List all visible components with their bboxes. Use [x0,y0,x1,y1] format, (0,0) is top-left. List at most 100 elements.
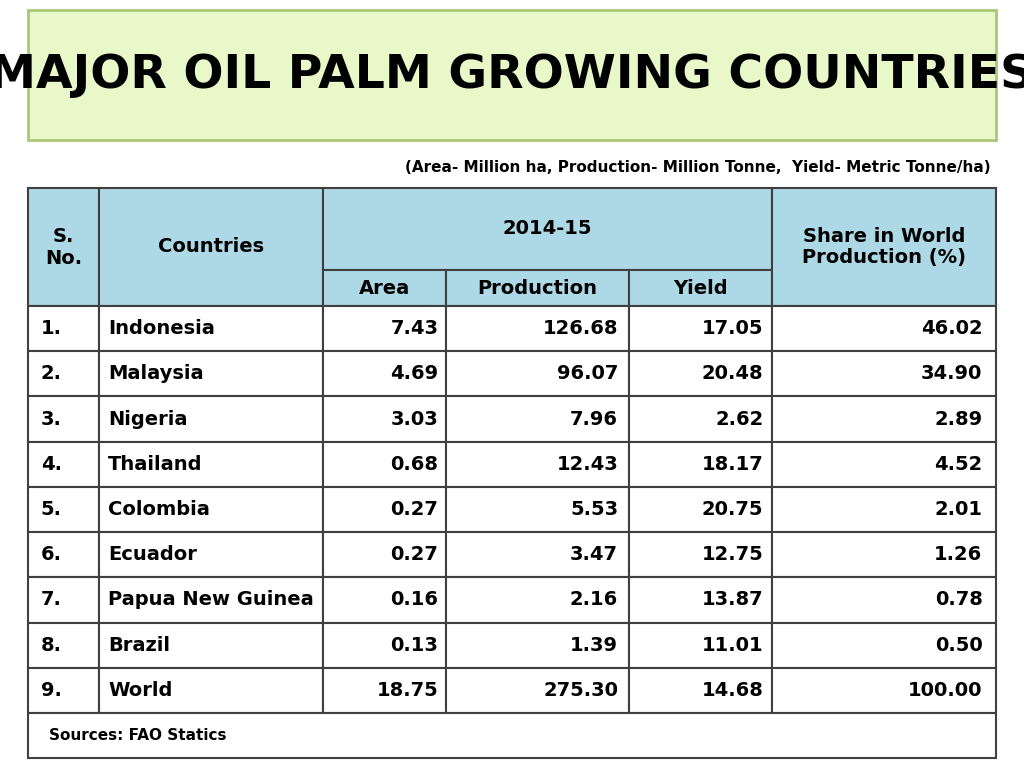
Text: 126.68: 126.68 [543,319,618,338]
Text: 2.: 2. [41,364,61,383]
Bar [28,623,99,668]
Text: 0.13: 0.13 [390,636,438,654]
Text: 14.68: 14.68 [701,681,763,700]
Bar [324,188,772,270]
Text: 4.52: 4.52 [934,455,983,474]
Bar [629,306,772,351]
Bar [324,487,445,532]
Bar [99,623,324,668]
Text: 17.05: 17.05 [701,319,763,338]
Bar [28,578,99,623]
Bar [772,188,996,306]
Bar [445,578,629,623]
Text: Area: Area [359,279,411,297]
Bar [99,578,324,623]
Text: 3.: 3. [41,409,61,429]
Text: 7.43: 7.43 [390,319,438,338]
Text: 7.96: 7.96 [570,409,618,429]
Text: 6.: 6. [41,545,61,564]
Bar [629,270,772,306]
Bar [445,442,629,487]
Bar [772,351,996,396]
Bar [772,487,996,532]
Text: 3.03: 3.03 [391,409,438,429]
Bar [772,306,996,351]
Text: 0.27: 0.27 [390,545,438,564]
Text: 9.: 9. [41,681,61,700]
Text: Production: Production [477,279,597,297]
Text: Sources: FAO Statics: Sources: FAO Statics [49,728,227,743]
Text: 13.87: 13.87 [701,591,763,610]
Text: Ecuador: Ecuador [109,545,198,564]
Bar [324,396,445,442]
Text: Thailand: Thailand [109,455,203,474]
Bar [28,351,99,396]
Text: 3.47: 3.47 [570,545,618,564]
Bar [99,487,324,532]
Text: 18.17: 18.17 [701,455,763,474]
Bar [629,623,772,668]
Bar [445,396,629,442]
Text: 100.00: 100.00 [908,681,983,700]
Bar [99,306,324,351]
Bar [324,532,445,578]
Text: 1.: 1. [41,319,61,338]
Text: Malaysia: Malaysia [109,364,204,383]
Bar [629,351,772,396]
Bar [28,487,99,532]
Bar [324,306,445,351]
Text: 20.75: 20.75 [701,500,763,519]
Text: 20.48: 20.48 [701,364,763,383]
Bar [99,396,324,442]
Bar [772,532,996,578]
Bar [28,396,99,442]
Text: 2014-15: 2014-15 [503,220,593,239]
Bar [324,442,445,487]
Text: 2.62: 2.62 [715,409,763,429]
Text: Papua New Guinea: Papua New Guinea [109,591,314,610]
Bar [445,532,629,578]
Text: Countries: Countries [159,237,264,257]
Bar [324,668,445,713]
Bar [28,668,99,713]
Bar [629,396,772,442]
Bar [28,442,99,487]
Bar [772,442,996,487]
Text: 1.26: 1.26 [934,545,983,564]
Text: 0.78: 0.78 [935,591,983,610]
Text: 2.89: 2.89 [935,409,983,429]
Bar [28,532,99,578]
Bar [629,442,772,487]
Text: 5.: 5. [41,500,61,519]
Text: 12.43: 12.43 [556,455,618,474]
Text: 2.01: 2.01 [935,500,983,519]
Bar [629,487,772,532]
Bar [772,578,996,623]
Bar [772,668,996,713]
Text: 0.16: 0.16 [390,591,438,610]
Text: Indonesia: Indonesia [109,319,215,338]
Text: 275.30: 275.30 [543,681,618,700]
Bar [28,713,996,758]
Bar [629,532,772,578]
Bar [28,306,99,351]
Text: 4.69: 4.69 [390,364,438,383]
Bar [445,351,629,396]
Bar [99,351,324,396]
Bar [28,188,99,306]
Text: 8.: 8. [41,636,61,654]
Text: S.
No.: S. No. [45,227,82,267]
Text: 4.: 4. [41,455,61,474]
Text: MAJOR OIL PALM GROWING COUNTRIES: MAJOR OIL PALM GROWING COUNTRIES [0,52,1024,98]
Text: Share in World
Production (%): Share in World Production (%) [802,227,966,267]
Text: 1.39: 1.39 [570,636,618,654]
Bar [99,668,324,713]
Bar [445,668,629,713]
Bar [324,578,445,623]
Text: 2.16: 2.16 [570,591,618,610]
Bar [445,270,629,306]
Text: Brazil: Brazil [109,636,170,654]
Text: 18.75: 18.75 [377,681,438,700]
Bar [28,10,996,140]
Bar [445,306,629,351]
